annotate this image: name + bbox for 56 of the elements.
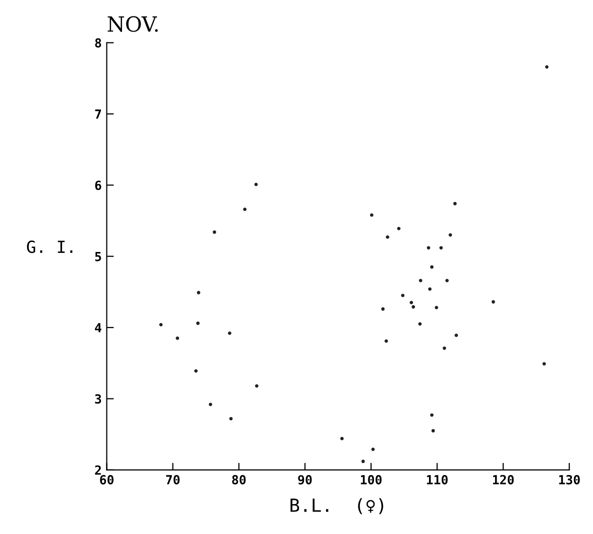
point: [428, 287, 432, 291]
point: [340, 436, 344, 440]
point: [228, 332, 232, 335]
point: [208, 402, 212, 406]
point: [448, 233, 452, 237]
y-tick-label: 3: [95, 394, 102, 404]
point: [384, 339, 388, 343]
x-tick-label: 130: [559, 475, 580, 484]
point: [492, 300, 495, 304]
x-tick-label: 120: [493, 475, 514, 484]
point: [542, 362, 546, 366]
point: [454, 334, 458, 338]
point: [453, 202, 457, 206]
point: [196, 290, 200, 294]
y-tick-label: 7: [95, 110, 101, 119]
point: [412, 305, 416, 309]
x-tick-label: 80: [232, 475, 246, 484]
point: [410, 300, 414, 304]
point: [545, 65, 549, 69]
y-tick-label: 6: [95, 180, 102, 190]
point: [418, 322, 422, 326]
y-tick-label: 5: [95, 252, 102, 262]
point: [212, 230, 216, 234]
chart-title: NOV.: [108, 16, 158, 32]
point: [401, 294, 404, 298]
point: [434, 306, 438, 310]
y-tick-label: 8: [95, 38, 102, 48]
x-tick-label: 60: [100, 475, 114, 484]
x-tick-label: 70: [166, 475, 180, 484]
y-tick-label: 2: [95, 465, 101, 475]
point: [439, 246, 443, 250]
point: [442, 346, 446, 350]
point: [430, 413, 434, 417]
y-axis-title: G. I.: [26, 240, 72, 254]
point: [196, 322, 200, 325]
point: [159, 322, 163, 326]
point: [371, 448, 375, 451]
point: [397, 226, 400, 230]
x-tick-label: 90: [298, 475, 312, 485]
x-tick-label: 110: [426, 475, 448, 484]
point: [431, 429, 435, 432]
point: [229, 416, 233, 420]
point: [386, 235, 390, 239]
point: [430, 265, 434, 269]
point: [426, 246, 430, 250]
point: [176, 336, 180, 340]
point: [243, 208, 247, 212]
point: [418, 278, 422, 282]
point: [255, 384, 258, 388]
point: [370, 213, 374, 217]
point: [194, 369, 198, 373]
x-tick-label: 100: [360, 475, 382, 484]
point: [361, 460, 365, 464]
point: [254, 182, 258, 186]
y-tick-label: 4: [94, 323, 102, 332]
x-axis-title: B.L. (♀): [290, 498, 384, 514]
